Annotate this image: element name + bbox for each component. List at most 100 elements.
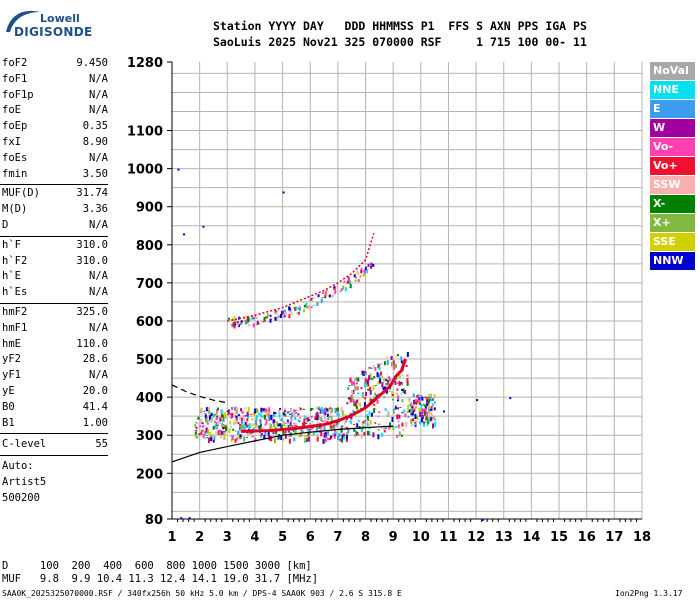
echo-point bbox=[211, 416, 214, 420]
echo-point bbox=[425, 415, 428, 421]
echo-point bbox=[286, 419, 289, 423]
echo-point bbox=[212, 433, 215, 439]
echo-point bbox=[262, 408, 265, 412]
echo-point bbox=[213, 420, 216, 423]
echo-point bbox=[383, 429, 386, 433]
echo-point bbox=[243, 415, 246, 417]
echo-point bbox=[233, 421, 236, 425]
echo-point bbox=[264, 410, 267, 412]
echo-point bbox=[260, 411, 263, 413]
param-name: foF2 bbox=[2, 57, 28, 69]
echo-point bbox=[311, 427, 314, 429]
echo-point bbox=[424, 396, 427, 399]
echo-point bbox=[431, 403, 434, 407]
echo-point bbox=[312, 297, 315, 299]
echo-point bbox=[308, 428, 311, 430]
echo-point bbox=[316, 433, 319, 435]
echo-point bbox=[284, 431, 287, 434]
echo-point bbox=[431, 399, 434, 401]
echo-point bbox=[328, 293, 331, 296]
echo-point bbox=[282, 437, 285, 441]
echo-point bbox=[284, 413, 287, 417]
echo-point bbox=[361, 422, 364, 428]
echo-point bbox=[390, 361, 393, 366]
footer-file-info: SAA0K_2025325070000.RSF / 340fx256h 50 k… bbox=[2, 589, 402, 598]
echo-point bbox=[414, 413, 417, 419]
echo-point bbox=[392, 411, 395, 414]
echo-point bbox=[324, 415, 327, 420]
echo-point bbox=[284, 434, 287, 439]
echo-point bbox=[386, 379, 389, 385]
echo-point bbox=[284, 432, 287, 435]
echo-point bbox=[364, 378, 367, 383]
echo-point bbox=[264, 423, 267, 426]
echo-point bbox=[236, 323, 239, 327]
echo-point bbox=[194, 431, 197, 435]
echo-point bbox=[366, 423, 369, 427]
echo-point bbox=[177, 168, 180, 171]
echo-point bbox=[255, 415, 258, 421]
x-tick-label: 18 bbox=[633, 530, 651, 545]
echo-point bbox=[260, 434, 263, 438]
echo-point bbox=[413, 408, 416, 412]
echo-point bbox=[263, 320, 266, 323]
echo-point bbox=[316, 415, 319, 421]
echo-point bbox=[400, 383, 403, 386]
echo-point bbox=[368, 411, 371, 416]
echo-point bbox=[383, 361, 386, 366]
echo-point bbox=[379, 378, 382, 384]
param-value: N/A bbox=[89, 369, 108, 382]
echo-point bbox=[232, 318, 235, 323]
echo-point bbox=[320, 406, 323, 412]
echo-point bbox=[361, 370, 364, 375]
echo-point bbox=[374, 392, 377, 395]
echo-point bbox=[240, 408, 243, 412]
param-value: 3.36 bbox=[82, 203, 108, 216]
echo-point bbox=[364, 397, 367, 400]
echo-point bbox=[296, 312, 299, 314]
echo-point bbox=[208, 438, 211, 443]
echo-point bbox=[329, 435, 332, 439]
echo-point bbox=[293, 409, 296, 412]
echo-point bbox=[430, 416, 433, 421]
echo-point bbox=[266, 313, 269, 318]
echo-point bbox=[394, 405, 397, 407]
echo-point bbox=[356, 379, 359, 384]
echo-point bbox=[420, 395, 423, 401]
echo-point bbox=[273, 413, 276, 417]
echo-point bbox=[323, 417, 326, 422]
echo-point bbox=[419, 420, 422, 425]
echo-point bbox=[219, 417, 222, 422]
echo-point bbox=[368, 427, 371, 429]
echo-point bbox=[307, 436, 310, 442]
echo-point bbox=[308, 418, 311, 422]
echo-point bbox=[355, 399, 358, 403]
echo-point bbox=[230, 437, 233, 442]
logo-lowell: Lowell bbox=[40, 12, 80, 25]
legend-item-e: E bbox=[650, 100, 695, 118]
x-tick-label: 16 bbox=[578, 530, 596, 545]
echo-point bbox=[306, 419, 309, 421]
param-row-he: h`E N/A bbox=[2, 270, 108, 284]
echo-point bbox=[268, 423, 271, 427]
param-name: B1 bbox=[2, 416, 15, 429]
echo-point bbox=[329, 438, 332, 441]
echo-point bbox=[352, 381, 355, 386]
echo-point bbox=[223, 438, 226, 440]
echo-point bbox=[380, 371, 383, 376]
param-row-hes: h`Es N/A bbox=[2, 286, 108, 300]
y-tick-label: 1000 bbox=[127, 163, 163, 178]
echo-point bbox=[188, 517, 191, 520]
echo-point bbox=[351, 391, 354, 396]
echo-point bbox=[274, 412, 277, 415]
param-value: 0.35 bbox=[82, 120, 108, 133]
echo-point bbox=[260, 415, 263, 419]
y-tick-label: 600 bbox=[136, 315, 163, 330]
echo-point bbox=[363, 273, 366, 277]
echo-point bbox=[239, 434, 242, 438]
echo-point bbox=[404, 413, 407, 418]
echo-point bbox=[383, 425, 386, 431]
echo-point bbox=[282, 412, 285, 416]
echo-point bbox=[432, 416, 435, 418]
param-value: 310.0 bbox=[76, 238, 108, 251]
